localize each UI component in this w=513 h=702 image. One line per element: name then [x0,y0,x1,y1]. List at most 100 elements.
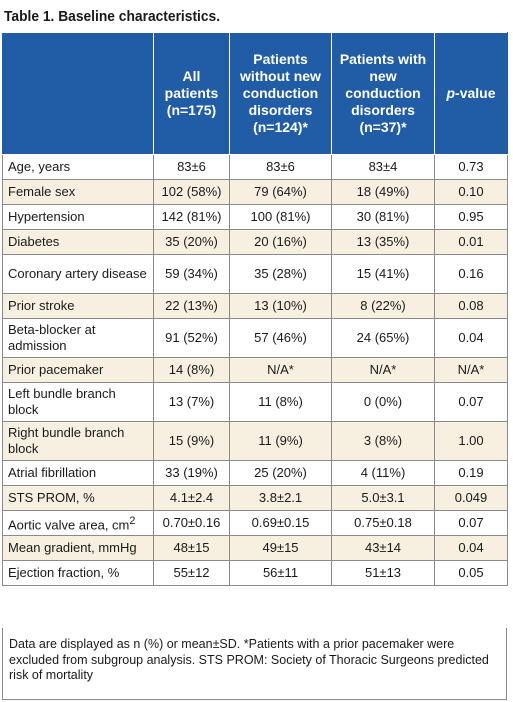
cell-with: 83±4 [331,154,435,180]
cell-without: 49±15 [229,535,332,561]
table-row: Female sex 102 (58%) 79 (64%) 18 (49%) 0… [2,179,508,205]
cell-all: 35 (20%) [153,229,230,255]
cell-without: 57 (46%) [229,318,332,358]
cell-without: 25 (20%) [229,460,332,486]
cell-all: 59 (34%) [153,254,230,294]
header-with-disorders: Patients with new conduction disorders (… [331,32,435,155]
table-row: Beta-blocker at admission 91 (52%) 57 (4… [2,318,508,358]
row-label: Age, years [2,154,154,180]
cell-without: 3.8±2.1 [229,485,332,511]
table-row: Right bundle branch block 15 (9%) 11 (9%… [2,421,508,461]
cell-with: N/A* [331,357,435,383]
cell-with: 0.75±0.18 [331,510,435,536]
cell-p-value: 0.01 [434,229,508,255]
cell-with: 8 (22%) [331,293,435,319]
cell-without: N/A* [229,357,332,383]
cell-without: 100 (81%) [229,204,332,230]
cell-p-value: 1.00 [434,421,508,461]
header-row: All patients (n=175) Patients without ne… [2,32,508,155]
cell-all: 102 (58%) [153,179,230,205]
cell-all: 4.1±2.4 [153,485,230,511]
table-row: Aortic valve area, cm2 0.70±0.16 0.69±0.… [2,510,508,536]
row-label: Female sex [2,179,154,205]
cell-without: 11 (8%) [229,382,332,422]
cell-without: 11 (9%) [229,421,332,461]
row-label-superscript: 2 [129,514,136,527]
cell-p-value: 0.049 [434,485,508,511]
header-all-patients: All patients (n=175) [153,32,230,155]
cell-with: 15 (41%) [331,254,435,294]
cell-p-value: 0.73 [434,154,508,180]
cell-all: 48±15 [153,535,230,561]
cell-p-value: 0.04 [434,535,508,561]
cell-p-value: N/A* [434,357,508,383]
row-label: STS PROM, % [2,485,154,511]
cell-with: 0 (0%) [331,382,435,422]
cell-with: 24 (65%) [331,318,435,358]
cell-all: 0.70±0.16 [153,510,230,536]
row-label: Ejection fraction, % [2,560,154,586]
row-label: Prior stroke [2,293,154,319]
row-label: Right bundle branch block [2,421,154,461]
cell-with: 18 (49%) [331,179,435,205]
row-label: Beta-blocker at admission [2,318,154,358]
row-label: Atrial fibrillation [2,460,154,486]
cell-with: 13 (35%) [331,229,435,255]
cell-all: 142 (81%) [153,204,230,230]
cell-without: 35 (28%) [229,254,332,294]
cell-p-value: 0.08 [434,293,508,319]
table-title: Table 1. Baseline characteristics. [4,8,221,25]
table-row: Mean gradient, mmHg 48±15 49±15 43±14 0.… [2,535,508,561]
cell-p-value: 0.10 [434,179,508,205]
row-label: Prior pacemaker [2,357,154,383]
cell-without: 56±11 [229,560,332,586]
table-row: STS PROM, % 4.1±2.4 3.8±2.1 5.0±3.1 0.04… [2,485,508,511]
header-without-disorders: Patients without new conduction disorder… [229,32,332,155]
row-label: Aortic valve area, cm2 [2,510,154,536]
cell-p-value: 0.19 [434,460,508,486]
table-row: Age, years 83±6 83±6 83±4 0.73 [2,154,508,180]
cell-all: 55±12 [153,560,230,586]
header-p-rest: -value [455,85,496,101]
table-footnote: Data are displayed as n (%) or mean±SD. … [2,628,507,700]
table-container: All patients (n=175) Patients without ne… [2,32,508,586]
cell-with: 51±13 [331,560,435,586]
cell-without: 0.69±0.15 [229,510,332,536]
cell-with: 4 (11%) [331,460,435,486]
table-row: Left bundle branch block 13 (7%) 11 (8%)… [2,382,508,422]
cell-with: 30 (81%) [331,204,435,230]
cell-with: 3 (8%) [331,421,435,461]
table-row: Prior pacemaker 14 (8%) N/A* N/A* N/A* [2,357,508,383]
table-row: Coronary artery disease 59 (34%) 35 (28%… [2,254,508,294]
cell-without: 13 (10%) [229,293,332,319]
table-row: Hypertension 142 (81%) 100 (81%) 30 (81%… [2,204,508,230]
cell-without: 20 (16%) [229,229,332,255]
cell-without: 79 (64%) [229,179,332,205]
row-label: Hypertension [2,204,154,230]
cell-all: 13 (7%) [153,382,230,422]
header-p-italic: p [446,85,456,101]
header-label-col [2,32,154,155]
cell-all: 15 (9%) [153,421,230,461]
row-label: Diabetes [2,229,154,255]
cell-p-value: 0.04 [434,318,508,358]
cell-all: 91 (52%) [153,318,230,358]
cell-all: 14 (8%) [153,357,230,383]
table-row: Atrial fibrillation 33 (19%) 25 (20%) 4 … [2,460,508,486]
cell-all: 33 (19%) [153,460,230,486]
cell-p-value: 0.95 [434,204,508,230]
cell-p-value: 0.07 [434,510,508,536]
cell-p-value: 0.05 [434,560,508,586]
cell-p-value: 0.16 [434,254,508,294]
cell-p-value: 0.07 [434,382,508,422]
row-label: Coronary artery disease [2,254,154,294]
baseline-table: All patients (n=175) Patients without ne… [2,32,508,586]
cell-all: 83±6 [153,154,230,180]
row-label-text: Aortic valve area, cm [8,517,130,533]
cell-without: 83±6 [229,154,332,180]
table-row: Diabetes 35 (20%) 20 (16%) 13 (35%) 0.01 [2,229,508,255]
row-label: Mean gradient, mmHg [2,535,154,561]
table-row: Ejection fraction, % 55±12 56±11 51±13 0… [2,560,508,586]
row-label: Left bundle branch block [2,382,154,422]
cell-with: 43±14 [331,535,435,561]
